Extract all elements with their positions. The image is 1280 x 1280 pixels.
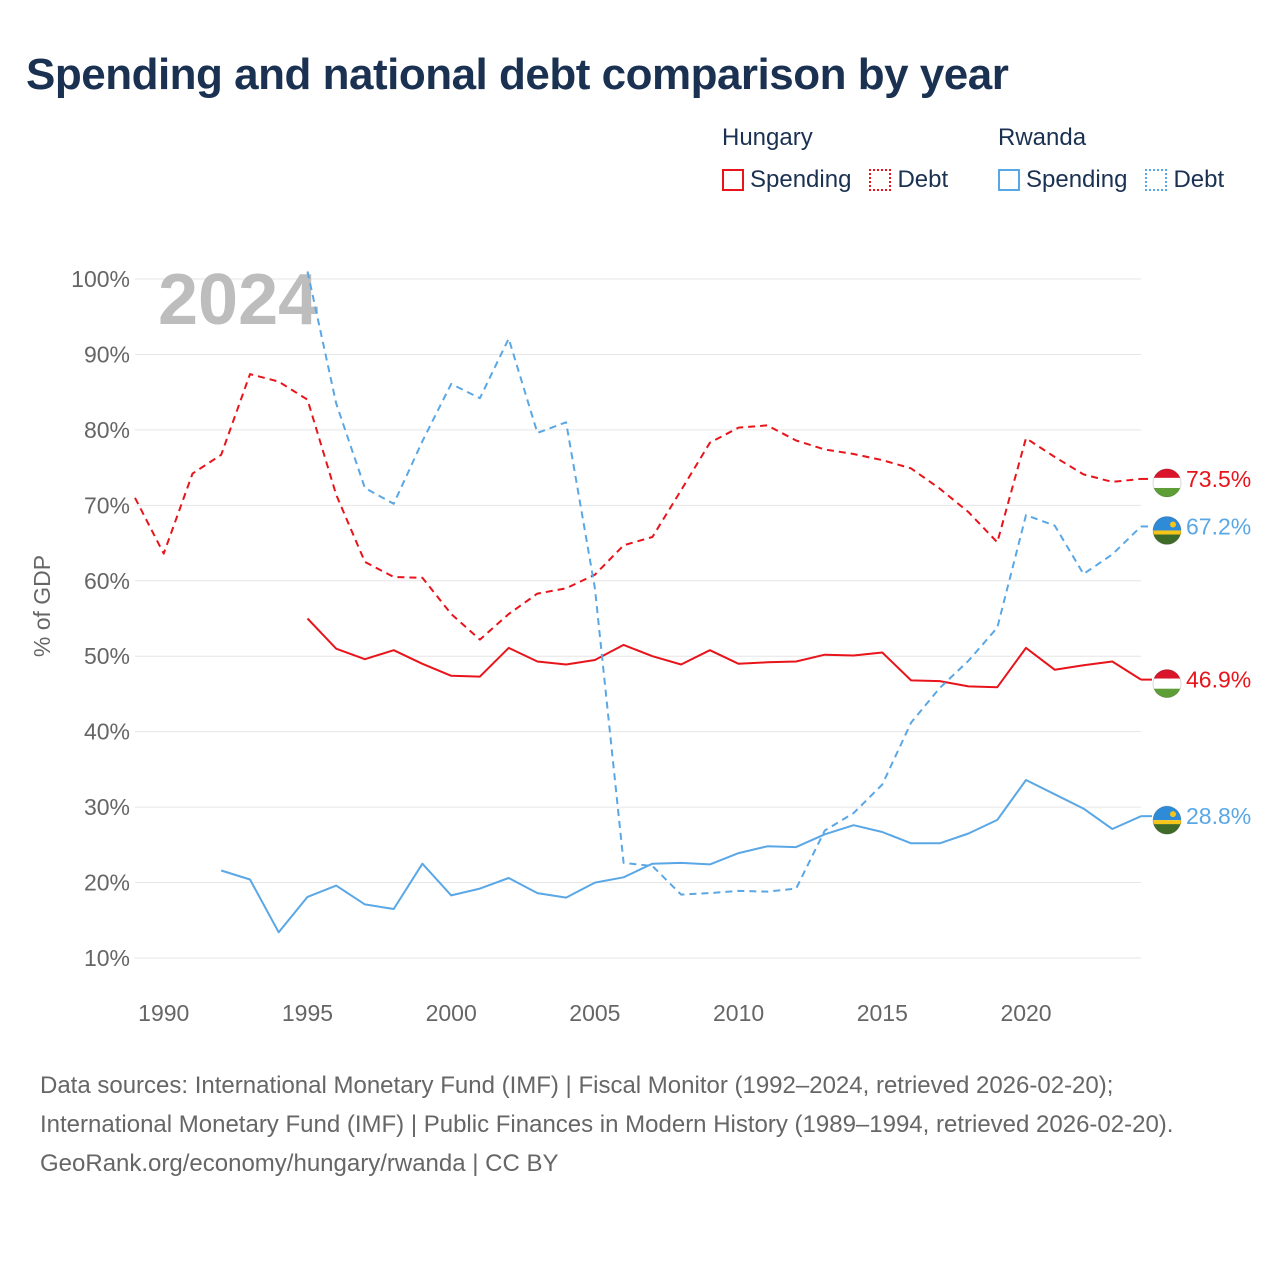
y-axis-label: % of GDP [29, 555, 55, 657]
data-sources: Data sources: International Monetary Fun… [40, 1072, 1174, 1138]
y-tick-label: 30% [84, 794, 130, 820]
legend-label: Spending [750, 166, 852, 193]
x-tick-label: 2010 [713, 1000, 764, 1026]
x-tick-label: 2020 [1000, 1000, 1051, 1026]
end-value-label: 46.9% [1186, 667, 1251, 693]
legend-swatch-dotted [1145, 169, 1168, 191]
footer: Data sources: International Monetary Fun… [40, 1066, 1240, 1183]
y-tick-label: 40% [84, 719, 130, 745]
legend-swatch-solid [998, 169, 1020, 191]
y-tick-label: 80% [84, 417, 130, 443]
legend-swatch-dotted [869, 169, 892, 191]
credit-line[interactable]: GeoRank.org/economy/hungary/rwanda | CC … [40, 1150, 559, 1177]
legend-label: Spending [1026, 166, 1128, 193]
hungary-flag-icon [1152, 669, 1182, 699]
legend-group-title: Rwanda [998, 124, 1087, 151]
legend-item-hungary-debt[interactable]: Debt [869, 166, 948, 194]
line-chart: 2024 10% 20% 30% 40% 50% 60% 70% 80% 90% 100% 199… [29, 260, 1251, 1026]
legend-item-rwanda-spending[interactable]: Spending [998, 166, 1127, 194]
rwanda-flag-icon [1152, 515, 1182, 545]
rwanda-flag-icon [1152, 805, 1182, 835]
x-tick-label: 2005 [569, 1000, 620, 1026]
legend-label: Debt [897, 166, 949, 193]
x-tick-label: 1990 [138, 1000, 189, 1026]
end-value-label: 73.5% [1186, 466, 1251, 492]
y-tick-label: 20% [84, 870, 130, 896]
x-tick-label: 2015 [857, 1000, 908, 1026]
end-value-label: 67.2% [1186, 513, 1251, 539]
x-tick-label: 1995 [282, 1000, 333, 1026]
y-axis-ticks: 10% 20% 30% 40% 50% 60% 70% 80% 90% 100% [71, 266, 130, 971]
series-line-rwanda-debt[interactable] [306, 271, 1142, 896]
y-tick-label: 100% [71, 266, 130, 292]
y-tick-label: 60% [84, 568, 130, 594]
gridlines [135, 278, 1141, 959]
chart-title: Spending and national debt comparison by… [26, 50, 1009, 99]
legend-item-hungary-spending[interactable]: Spending [722, 166, 851, 194]
end-labels: 73.5% 46.9% 67.2% 28.8% [1141, 466, 1251, 835]
y-tick-label: 50% [84, 643, 130, 669]
legend-swatch-solid [722, 169, 744, 191]
y-tick-label: 70% [84, 492, 130, 518]
y-tick-label: 90% [84, 341, 130, 367]
series-line-hungary-spending[interactable] [306, 617, 1142, 689]
year-watermark: 2024 [158, 260, 318, 340]
legend-group-title: Hungary [722, 124, 813, 151]
hungary-flag-icon [1152, 468, 1182, 498]
series-line-hungary-debt[interactable] [134, 373, 1142, 641]
legend-item-rwanda-debt[interactable]: Debt [1145, 166, 1224, 194]
series-line-rwanda-spending[interactable] [220, 779, 1142, 934]
y-tick-label: 10% [84, 945, 130, 971]
end-value-label: 28.8% [1186, 803, 1251, 829]
series-lines [134, 271, 1142, 934]
x-axis-ticks: 1990 1995 2000 2005 2010 2015 2020 [138, 1000, 1051, 1026]
legend-group-hungary: Hungary Spending Debt [722, 124, 948, 194]
legend-group-rwanda: Rwanda Spending Debt [998, 124, 1224, 194]
x-tick-label: 2000 [426, 1000, 477, 1026]
legend-label: Debt [1173, 166, 1225, 193]
